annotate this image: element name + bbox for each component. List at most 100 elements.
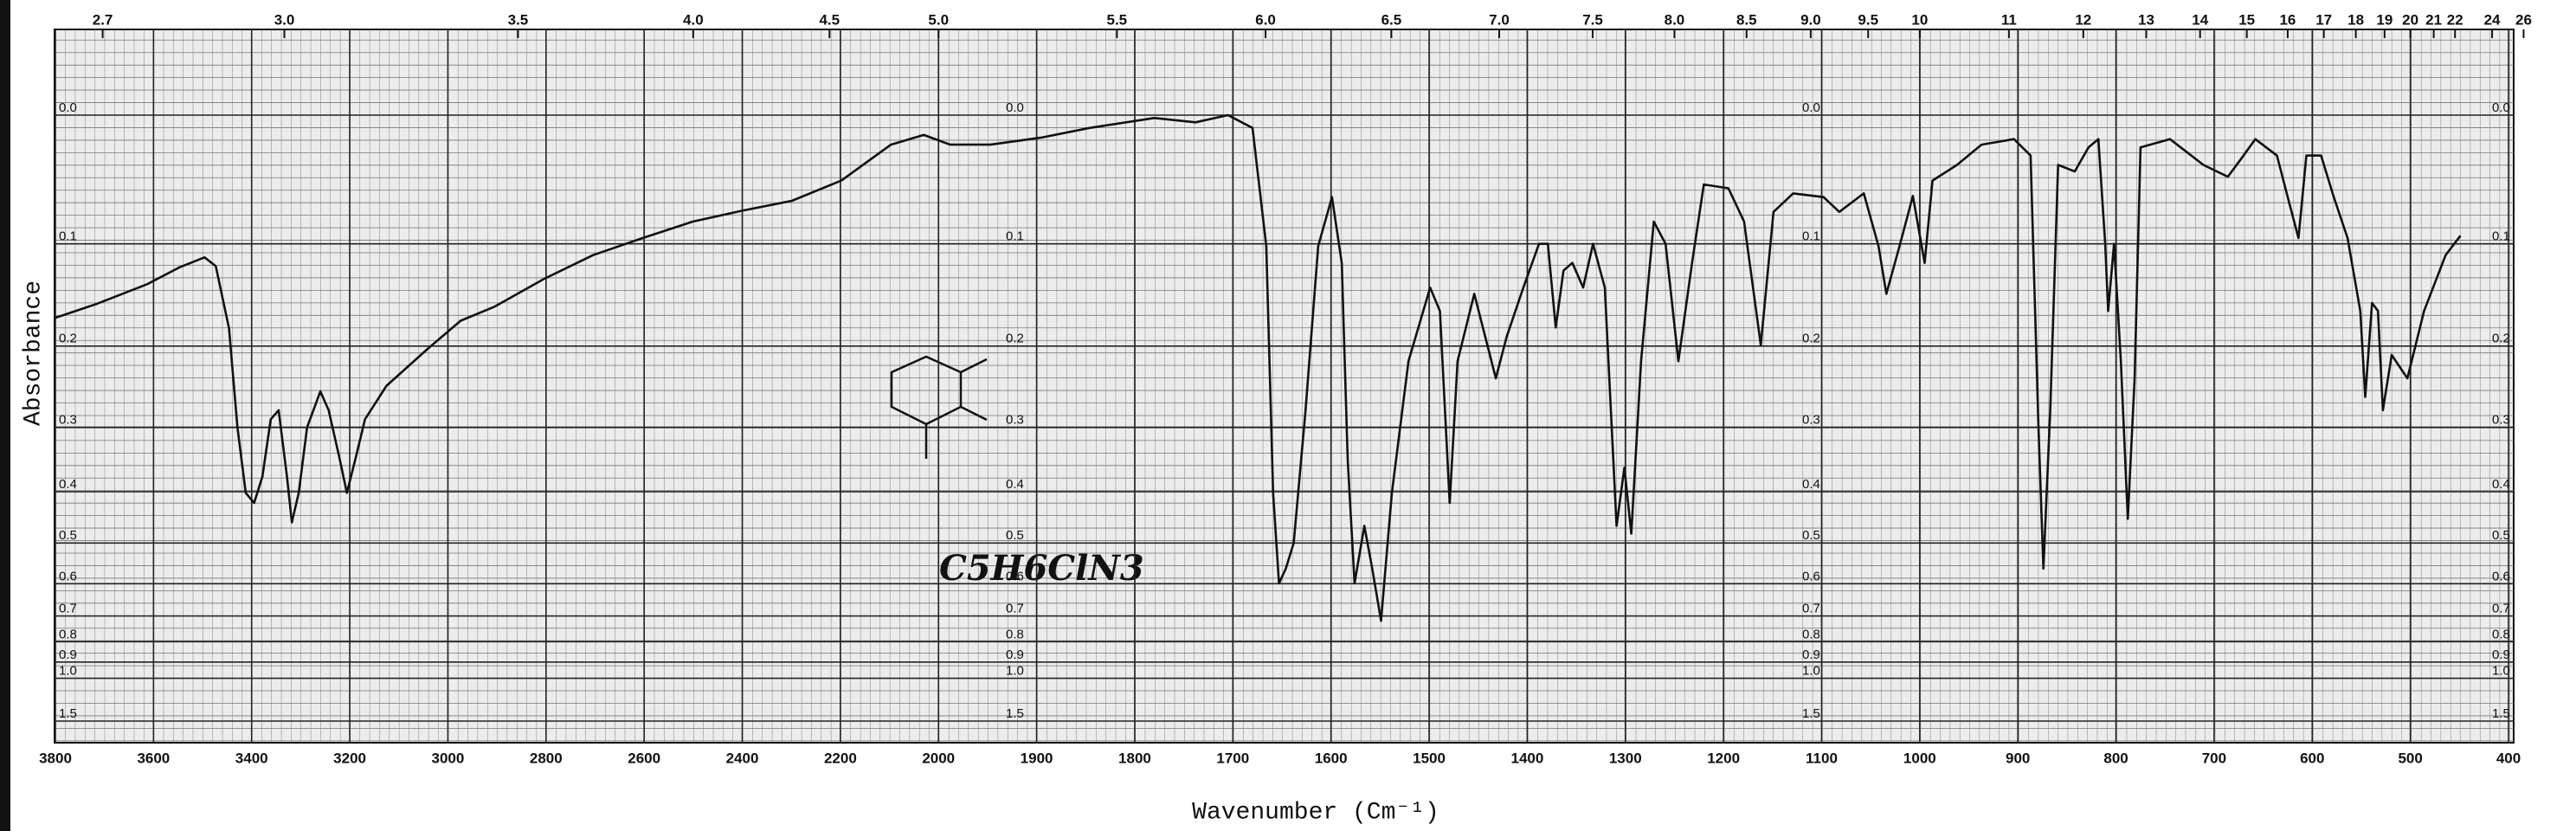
x-tick-label: 1800 <box>1118 750 1151 766</box>
x-tick-label: 1300 <box>1609 750 1642 766</box>
x-tick-label: 2000 <box>922 750 955 766</box>
structure-sketch <box>890 355 988 459</box>
x-tick-label: 1200 <box>1707 750 1740 766</box>
y-tick-label: 0.4 <box>1006 477 1024 492</box>
x2-tick-label: 4.5 <box>819 11 840 28</box>
x2-tick-label: 18 <box>2347 11 2364 28</box>
x2-tick-label: 19 <box>2376 11 2392 28</box>
y-tick-label: 0.9 <box>1802 647 1820 662</box>
x2-tick-label: 4.0 <box>683 11 704 28</box>
y-tick-label: 0.7 <box>1006 602 1024 616</box>
y-tick-label: 0.8 <box>2492 627 2510 641</box>
x2-tick-label: 9.5 <box>1858 11 1878 28</box>
y-tick-label: 1.5 <box>2492 706 2510 721</box>
y-axis-title: Absorbance <box>20 280 47 426</box>
x-tick-label: 700 <box>2202 750 2226 766</box>
x2-tick-label: 9.0 <box>1800 11 1821 28</box>
x2-tick-label: 7.5 <box>1582 11 1603 28</box>
x2-tick-label: 8.5 <box>1736 11 1757 28</box>
y-tick-label: 0.2 <box>2492 332 2510 346</box>
y-tick-label: 0.0 <box>2492 100 2510 115</box>
x-tick-label: 900 <box>2006 750 2030 766</box>
y-tick-label: 0.1 <box>59 229 77 244</box>
x-tick-label: 1100 <box>1806 750 1838 766</box>
x2-tick-label: 15 <box>2238 11 2255 28</box>
y-tick-label: 0.3 <box>2492 413 2510 428</box>
y-tick-label: 1.5 <box>1802 706 1820 721</box>
x-tick-label: 3200 <box>333 750 366 766</box>
spectrum-line <box>55 113 2462 622</box>
y-tick-label: 0.5 <box>59 528 77 543</box>
x-axis-title: Wavenumber (Cm⁻¹) <box>1192 799 1439 826</box>
x-tick-label: 2800 <box>530 750 563 766</box>
y-tick-label: 0.3 <box>1802 413 1820 428</box>
x-tick-label: 3000 <box>432 750 465 766</box>
x2-tick-label: 11 <box>2001 11 2017 28</box>
y-tick-label: 0.2 <box>1802 332 1820 346</box>
y-tick-label: 0.9 <box>59 647 77 662</box>
x2-tick-label: 3.5 <box>508 11 529 28</box>
x-tick-label: 2200 <box>824 750 857 766</box>
y-tick-label: 0.8 <box>59 627 77 641</box>
x2-tick-label: 6.5 <box>1381 11 1402 28</box>
y-tick-label: 0.9 <box>1006 647 1024 662</box>
y-tick-label: 0.0 <box>59 100 77 115</box>
y-tick-label: 0.6 <box>1006 569 1024 583</box>
x-tick-label: 1000 <box>1903 750 1936 766</box>
y-tick-label: 0.9 <box>2492 647 2510 662</box>
y-tick-label: 1.0 <box>2492 664 2510 679</box>
x2-tick-label: 2.7 <box>93 11 113 28</box>
x-tick-label: 3400 <box>235 750 268 766</box>
y-tick-label: 0.7 <box>59 602 77 616</box>
y-tick-label: 0.4 <box>2492 477 2510 492</box>
y-tick-label: 1.0 <box>59 664 77 679</box>
x-tick-label: 500 <box>2398 750 2422 766</box>
x-tick-label: 3600 <box>137 750 170 766</box>
scan-edge <box>0 0 10 831</box>
y-tick-label: 1.5 <box>59 706 77 721</box>
x2-tick-label: 6.0 <box>1255 11 1276 28</box>
x-tick-label: 1500 <box>1413 750 1446 766</box>
x2-tick-label: 24 <box>2484 11 2501 28</box>
y-tick-label: 0.0 <box>1006 100 1024 115</box>
y-tick-label: 0.2 <box>59 332 77 346</box>
y-tick-label: 1.5 <box>1006 706 1024 721</box>
y-tick-label: 1.0 <box>1006 664 1024 679</box>
x2-tick-label: 26 <box>2515 11 2532 28</box>
x-tick-label: 2600 <box>628 750 660 766</box>
x2-tick-label: 22 <box>2447 11 2463 28</box>
y-tick-label: 1.0 <box>1802 664 1820 679</box>
x-tick-label: 1400 <box>1510 750 1543 766</box>
formula-annotation: C5H6ClN3 <box>939 548 1144 589</box>
minor-grid <box>55 29 2514 743</box>
y-tick-label: 0.7 <box>2492 602 2510 616</box>
y-tick-label: 0.5 <box>2492 528 2510 543</box>
y-tick-label: 0.3 <box>1006 413 1024 428</box>
y-tick-label: 0.5 <box>1006 528 1024 543</box>
x-tick-label: 600 <box>2300 750 2324 766</box>
x-tick-label: 1900 <box>1021 750 1053 766</box>
y-tick-label: 0.8 <box>1006 627 1024 641</box>
y-tick-label: 0.8 <box>1802 627 1820 641</box>
x2-tick-label: 21 <box>2425 11 2442 28</box>
x2-tick-label: 17 <box>2315 11 2332 28</box>
x2-tick-label: 5.0 <box>928 11 949 28</box>
x2-tick-label: 16 <box>2279 11 2296 28</box>
x-tick-label: 2400 <box>726 750 759 766</box>
x2-tick-label: 8.0 <box>1665 11 1685 28</box>
y-tick-label: 0.3 <box>59 413 77 428</box>
x2-tick-label: 20 <box>2402 11 2418 28</box>
x-tick-label: 1600 <box>1315 750 1348 766</box>
x2-tick-label: 5.5 <box>1107 11 1128 28</box>
x2-tick-label: 10 <box>1911 11 1928 28</box>
y-tick-label: 0.6 <box>2492 569 2510 583</box>
y-tick-label: 0.0 <box>1802 100 1820 115</box>
y-tick-label: 0.2 <box>1006 332 1024 346</box>
y-tick-label: 0.6 <box>1802 569 1820 583</box>
y-tick-label: 0.6 <box>59 569 77 583</box>
y-tick-label: 0.4 <box>1802 477 1820 492</box>
y-tick-label: 0.5 <box>1802 528 1820 543</box>
x2-tick-label: 13 <box>2138 11 2154 28</box>
